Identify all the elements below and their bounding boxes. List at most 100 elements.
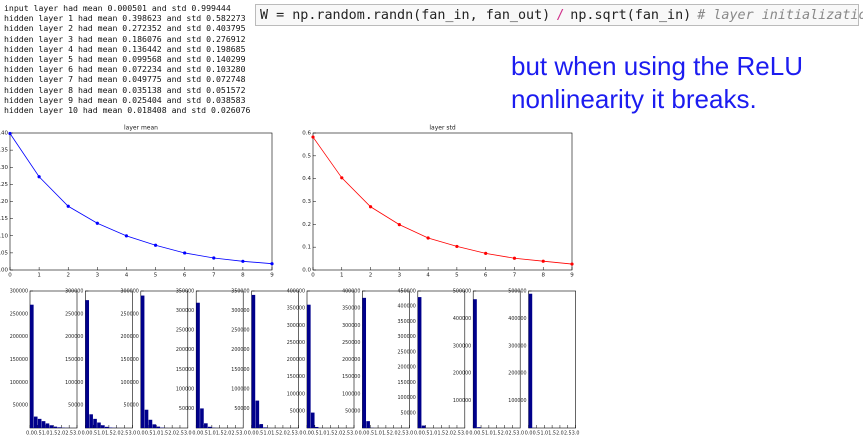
histogram-bar: [33, 416, 38, 428]
y-tick-label: 50000: [234, 406, 249, 412]
x-tick-label: 2.5: [342, 431, 350, 437]
x-tick-label: 1.0: [208, 431, 216, 437]
histogram-bar: [255, 400, 260, 428]
x-tick-label: 2.0: [556, 431, 564, 437]
x-tick-label: 2.0: [224, 431, 232, 437]
y-tick-label: 50000: [13, 403, 28, 409]
x-tick-label: 2.5: [287, 431, 295, 437]
histogram-bar: [30, 304, 34, 428]
histogram-bar: [196, 302, 200, 428]
y-tick-label: 0.00: [0, 268, 8, 274]
x-tick-label: 3: [96, 273, 100, 279]
point: [37, 175, 41, 179]
histogram-bar: [89, 414, 93, 428]
y-tick-label: 250000: [65, 311, 83, 317]
y-tick-label: 300000: [176, 308, 194, 314]
x-tick-label: 0.0: [248, 431, 256, 437]
histogram-bar: [314, 426, 319, 428]
y-tick-label: 50000: [124, 403, 139, 409]
console-line: hidden layer 2 had mean 0.272352 and std…: [4, 23, 246, 34]
x-tick-label: 4: [125, 273, 129, 279]
histogram-bar: [41, 421, 46, 428]
x-tick-label: 5: [455, 273, 459, 279]
x-tick-label: 2.0: [390, 431, 398, 437]
y-tick-label: 100000: [287, 391, 305, 397]
x-tick-label: 1.0: [319, 431, 327, 437]
point: [270, 262, 274, 266]
plot-area: [362, 290, 410, 429]
x-tick-label: 1.5: [327, 431, 335, 437]
x-tick-label: 2.5: [232, 431, 240, 437]
x-tick-label: 8: [541, 273, 545, 279]
caption-line: nonlinearity it breaks.: [511, 84, 757, 114]
y-tick-label: 350000: [342, 306, 360, 312]
y-tick-label: 200000: [342, 357, 360, 363]
x-tick-label: 0.5: [256, 431, 264, 437]
x-tick-label: 2.0: [113, 431, 121, 437]
histogram-bar: [140, 295, 145, 428]
y-tick-label: 400000: [397, 304, 415, 310]
histogram-bar: [49, 425, 54, 428]
plot-area: [417, 290, 466, 429]
y-tick-label: 200000: [120, 334, 138, 340]
y-tick-label: 50000: [179, 406, 194, 412]
console-line: hidden layer 7 had mean 0.049775 and std…: [4, 74, 246, 85]
plot-area: [29, 290, 78, 429]
x-tick-label: 6: [183, 273, 187, 279]
y-tick-label: 200000: [397, 365, 415, 371]
x-tick-label: 0.0: [192, 431, 200, 437]
x-tick-label: 9: [570, 273, 574, 279]
x-tick-label: 1.5: [50, 431, 58, 437]
x-tick-label: 2.0: [501, 431, 509, 437]
plot-area: [251, 290, 299, 429]
x-tick-label: 3.0: [295, 431, 303, 437]
x-tick-label: 2.5: [121, 431, 129, 437]
point: [426, 236, 430, 240]
y-tick-label: 300000: [10, 289, 28, 295]
y-tick-label: 350000: [231, 289, 249, 295]
y-tick-label: 400000: [453, 316, 471, 322]
x-tick-label: 1.0: [97, 431, 105, 437]
console-output: input layer had mean 0.000501 and std 0.…: [4, 3, 250, 115]
x-tick-label: 3.0: [406, 431, 414, 437]
x-tick-label: 1.0: [485, 431, 493, 437]
histogram-bar: [97, 422, 101, 428]
histogram-bar: [310, 412, 315, 428]
x-tick-label: 2: [66, 273, 70, 279]
caption: but when using the ReLU nonlinearity it b…: [511, 50, 803, 116]
x-tick-label: 0.0: [359, 431, 367, 437]
chart-title: layer std: [429, 125, 455, 132]
chart-title: layer mean: [124, 125, 158, 132]
y-tick-label: 100000: [176, 386, 194, 392]
x-tick-label: 1.0: [430, 431, 438, 437]
y-tick-label: 300000: [287, 323, 305, 329]
point: [153, 243, 158, 247]
y-tick-label: 300000: [508, 343, 526, 349]
x-tick-label: 6: [484, 273, 488, 279]
y-tick-label: 250000: [176, 328, 194, 334]
y-tick-label: 50000: [68, 403, 83, 409]
y-tick-label: 100000: [397, 395, 415, 401]
x-tick-label: 0.0: [525, 431, 533, 437]
x-tick-label: 3.0: [129, 431, 137, 437]
y-tick-label: 100000: [342, 391, 360, 397]
x-tick-label: 2.0: [58, 431, 66, 437]
line: [9, 133, 273, 265]
plot-area: [9, 132, 273, 271]
code-statement: W = np.random.randn(fan_in, fan_out): [260, 8, 551, 23]
y-tick-label: 400000: [508, 316, 526, 322]
y-tick-label: 0.5: [302, 153, 311, 159]
x-tick-label: 3: [398, 273, 402, 279]
y-tick-label: 350000: [397, 319, 415, 325]
histogram-bar: [362, 297, 367, 428]
y-tick-label: 0.0: [302, 268, 311, 274]
y-tick-label: 300000: [120, 289, 138, 295]
y-tick-label: 200000: [287, 357, 305, 363]
histogram-bar: [263, 427, 267, 428]
x-tick-label: 3.0: [73, 431, 81, 437]
y-tick-label: 300000: [65, 289, 83, 295]
y-tick-label: 500000: [508, 289, 526, 295]
point: [8, 131, 12, 136]
y-tick-label: 200000: [508, 371, 526, 377]
histogram-bar: [366, 421, 370, 428]
